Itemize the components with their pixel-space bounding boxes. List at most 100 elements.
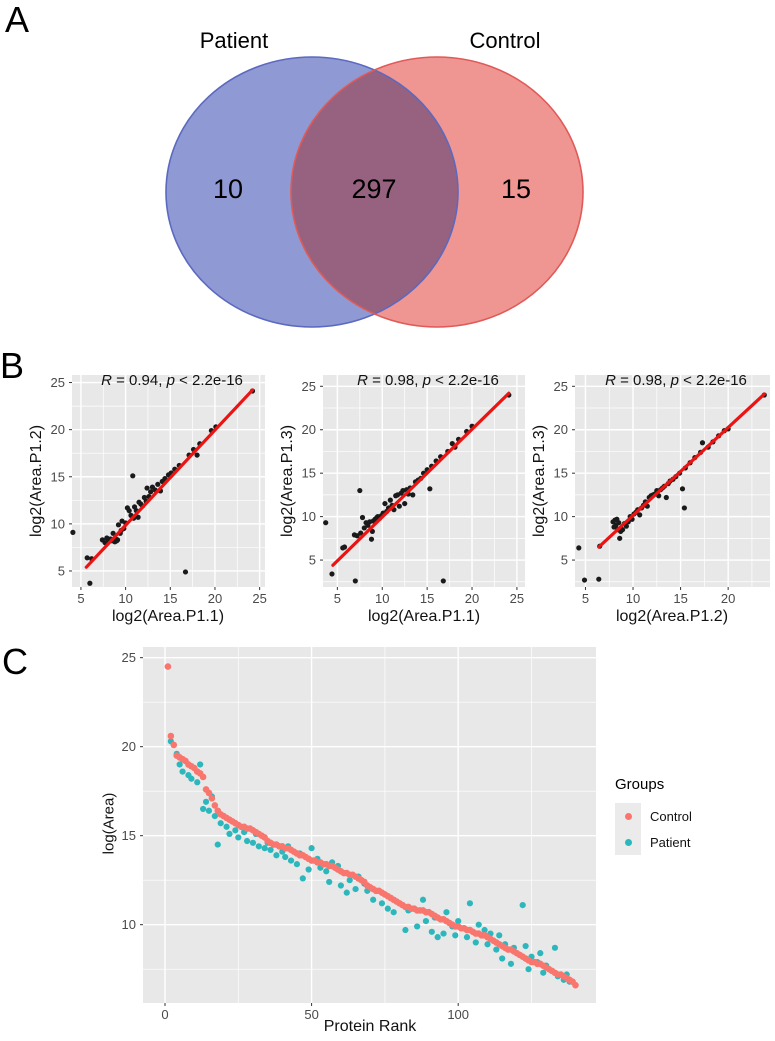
data-point: [596, 576, 602, 582]
data-point: [387, 497, 393, 503]
x-axis-tick-label: 10: [626, 591, 640, 606]
patient-data-point: [188, 775, 195, 782]
patient-data-point: [551, 944, 559, 951]
venn-control-count: 15: [501, 174, 531, 204]
stat-p-symbol: p: [422, 372, 431, 389]
data-point: [110, 530, 116, 536]
data-point: [361, 525, 367, 531]
patient-data-point: [337, 882, 345, 889]
data-point: [617, 535, 623, 541]
x-axis-tick-label: 10: [375, 591, 389, 606]
regression-line: [331, 391, 511, 567]
stat-annotation-b3: R = 0.98, p < 2.2e-16: [605, 372, 747, 389]
data-point: [576, 545, 582, 551]
b3-y-axis-title: log2(Area.P1.3): [531, 424, 548, 538]
patient-data-point: [499, 955, 506, 962]
patient-data-point: [197, 761, 204, 768]
patient-data-point: [463, 934, 471, 941]
y-axis-tick-label: 20: [122, 739, 136, 754]
data-point: [70, 529, 76, 535]
x-axis-tick-label: 15: [673, 591, 687, 606]
y-axis-tick-label: 10: [51, 516, 65, 531]
patient-data-point: [455, 918, 462, 925]
patient-data-point: [475, 921, 482, 928]
legend-dot-patient-icon: [624, 838, 632, 846]
venn-patient-count: 10: [213, 174, 243, 204]
stat-p-symbol: p: [166, 372, 175, 389]
b3-x-axis-title: log2(Area.P1.2): [615, 608, 729, 625]
patient-data-point: [343, 889, 350, 896]
patient-data-point: [200, 805, 207, 813]
x-axis-tick-label: 15: [420, 591, 434, 606]
x-axis-tick-label: 20: [465, 591, 479, 606]
venn-control-outline: [290, 56, 584, 328]
patient-data-point: [443, 909, 450, 916]
patient-data-point: [323, 868, 330, 875]
patient-data-point: [249, 839, 257, 846]
data-point: [402, 500, 408, 507]
y-axis-tick-label: 20: [51, 422, 65, 437]
patient-data-point: [440, 930, 447, 937]
legend: Groups Control Patient: [615, 776, 765, 855]
patient-data-point: [214, 841, 221, 848]
y-axis-tick-label: 15: [51, 469, 65, 484]
patient-data-point: [226, 830, 233, 837]
stat-r-symbol: R: [605, 372, 616, 389]
control-data-point: [167, 732, 175, 740]
patient-data-point: [299, 875, 306, 882]
data-point: [679, 486, 686, 492]
venn-intersection-count: 297: [351, 174, 396, 204]
stat-p-symbol: p: [670, 372, 679, 389]
patient-data-point: [202, 798, 210, 805]
x-axis-tick-label: 15: [163, 591, 177, 606]
c-x-axis-title: Protein Rank: [323, 1018, 417, 1035]
x-axis-tick-label: 25: [510, 591, 524, 606]
patient-data-point: [205, 807, 213, 814]
data-point: [155, 481, 161, 487]
data-point: [354, 533, 360, 539]
patient-data-point: [261, 845, 268, 852]
data-point: [382, 500, 388, 507]
data-point: [194, 452, 200, 458]
data-point: [410, 492, 416, 498]
venn-patient-outline: [165, 56, 459, 328]
stat-r-value: = 0.94,: [111, 372, 167, 389]
x-axis-tick-label: 50: [304, 1007, 318, 1022]
control-data-point: [205, 789, 213, 797]
patient-data-point: [223, 823, 230, 830]
panel-c-label: C: [2, 641, 28, 682]
patient-data-point: [217, 820, 224, 827]
b2-x-axis-title: log2(Area.P1.1): [367, 608, 481, 625]
legend-item-control: Control: [615, 803, 765, 829]
data-point: [699, 440, 706, 446]
x-axis-tick-label: 5: [334, 591, 341, 606]
data-point: [341, 544, 348, 550]
patient-data-point: [472, 939, 479, 946]
data-point: [359, 514, 366, 521]
legend-item-patient: Patient: [615, 829, 765, 855]
patient-data-point: [305, 866, 312, 873]
data-point: [114, 537, 121, 543]
patient-data-point: [179, 768, 186, 775]
legend-key-control: [615, 803, 641, 829]
patient-data-point: [267, 846, 274, 854]
patient-data-point: [308, 845, 315, 852]
data-point: [681, 505, 687, 511]
stat-r-symbol: R: [357, 372, 368, 389]
patient-data-point: [287, 857, 295, 864]
patient-data-point: [493, 946, 500, 953]
y-axis-tick-label: 25: [51, 375, 65, 390]
y-axis-tick-label: 15: [554, 466, 568, 481]
data-point: [182, 569, 189, 575]
regression-line: [84, 388, 255, 569]
patient-data-point: [466, 900, 474, 907]
data-point: [581, 577, 588, 583]
patient-data-point: [519, 902, 526, 909]
stat-r-symbol: R: [101, 372, 112, 389]
data-point: [637, 512, 643, 518]
y-axis-tick-label: 20: [302, 422, 316, 437]
venn-diagram: Patient Control 10 297 15: [165, 28, 584, 328]
x-axis-tick-label: 0: [161, 1007, 168, 1022]
control-data-point: [211, 802, 219, 809]
legend-label-control: Control: [650, 808, 692, 824]
